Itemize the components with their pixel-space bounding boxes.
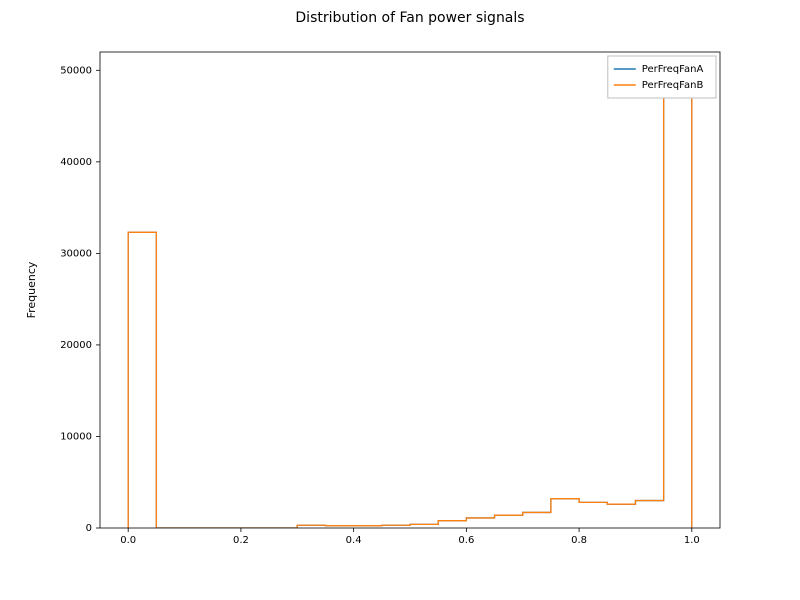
ytick-label: 20000 — [60, 340, 92, 351]
ytick-label: 50000 — [60, 65, 92, 76]
xtick-label: 0.2 — [233, 535, 249, 546]
axes-bg — [100, 52, 720, 528]
ytick-label: 40000 — [60, 157, 92, 168]
xtick-label: 1.0 — [684, 535, 700, 546]
xtick-label: 0.6 — [458, 535, 474, 546]
chart-title: Distribution of Fan power signals — [295, 10, 524, 26]
xtick-label: 0.4 — [346, 535, 362, 546]
legend: PerFreqFanA PerFreqFanB — [608, 56, 716, 98]
legend-label: PerFreqFanA — [642, 64, 704, 75]
chart-container: 0.0 0.2 0.4 0.6 0.8 1.0 0 10000 20000 30000 40000 5… — [0, 0, 800, 600]
ytick-label: 10000 — [60, 431, 92, 442]
legend-frame — [608, 56, 716, 98]
xtick-label: 0.8 — [571, 535, 587, 546]
legend-label: PerFreqFanB — [642, 80, 704, 91]
ytick-label: 30000 — [60, 248, 92, 259]
histogram-chart: 0.0 0.2 0.4 0.6 0.8 1.0 0 10000 20000 30000 40000 5… — [0, 0, 800, 600]
y-axis-label: Frequency — [25, 261, 38, 318]
xtick-label: 0.0 — [120, 535, 136, 546]
ytick-label: 0 — [86, 523, 92, 534]
